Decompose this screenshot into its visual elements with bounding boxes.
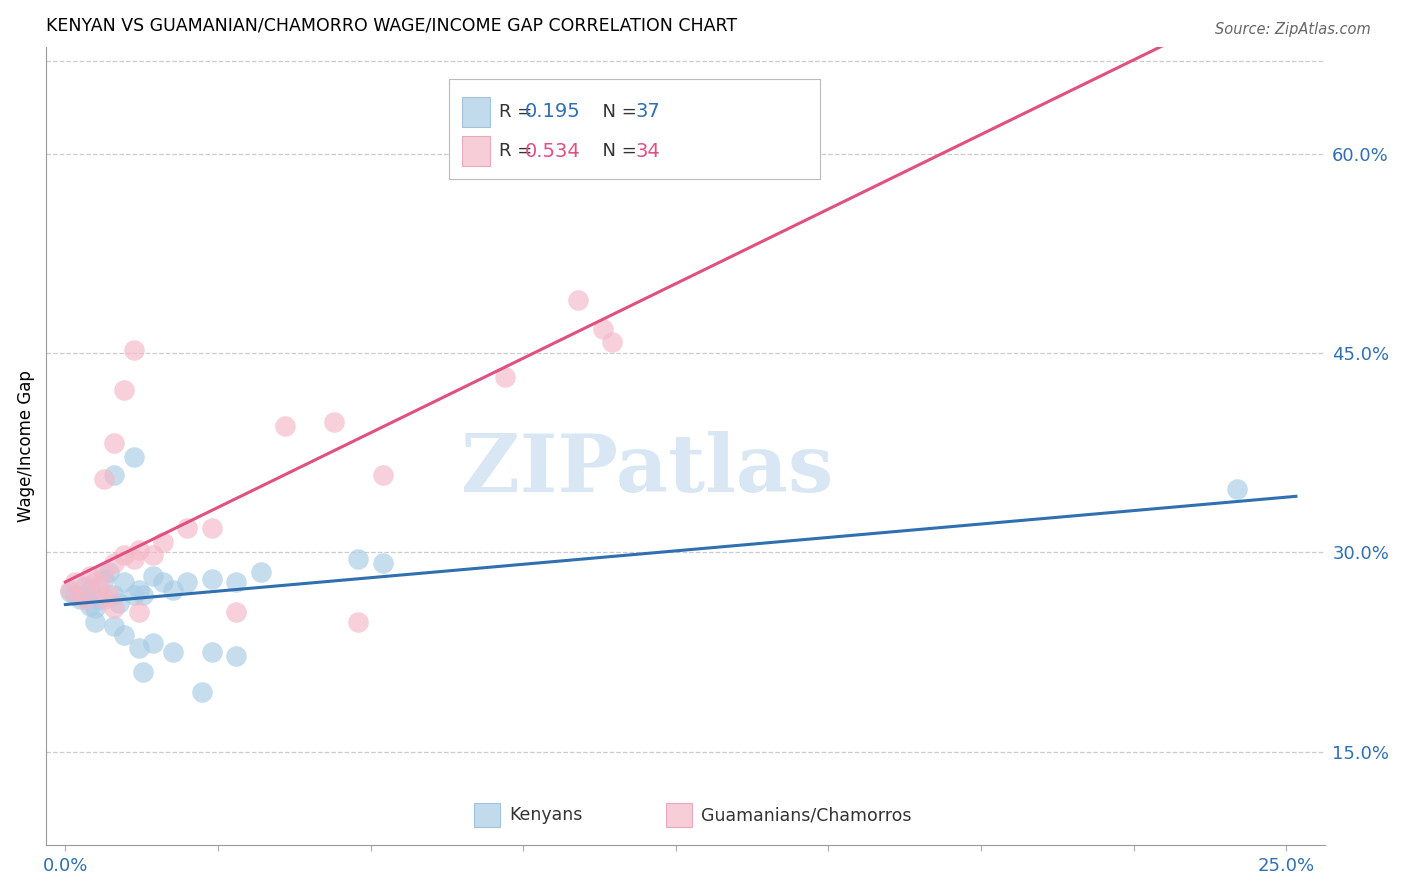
Y-axis label: Wage/Income Gap: Wage/Income Gap [17,370,35,522]
Point [201,521,224,535]
Text: R =: R = [499,103,537,121]
Point [59,585,82,599]
Point [128,605,150,619]
Text: N =: N = [591,103,643,121]
Point [108,596,131,610]
Text: KENYAN VS GUAMANIAN/CHAMORRO WAGE/INCOME GAP CORRELATION CHART: KENYAN VS GUAMANIAN/CHAMORRO WAGE/INCOME… [46,17,737,35]
Point [494,370,516,384]
Point [103,468,125,483]
Point [201,645,224,659]
FancyBboxPatch shape [474,804,501,827]
Point [142,548,165,562]
Point [249,566,271,580]
Point [225,605,247,619]
Point [128,641,150,656]
Point [132,665,155,679]
Point [322,415,344,429]
Point [122,343,145,358]
Point [63,574,86,589]
Point [103,556,125,570]
Text: Source: ZipAtlas.com: Source: ZipAtlas.com [1215,22,1371,37]
Point [600,335,623,350]
Text: N =: N = [591,142,643,160]
Point [122,450,145,464]
Point [83,601,105,615]
Text: 0.195: 0.195 [524,103,581,121]
Point [128,542,150,557]
Point [83,574,105,589]
Point [176,574,198,589]
Point [225,649,247,664]
Point [786,127,808,141]
Point [347,615,370,629]
Point [132,588,155,602]
Point [347,552,370,566]
FancyBboxPatch shape [666,804,692,827]
Point [103,618,125,632]
Point [567,293,589,307]
Point [98,588,121,602]
Text: 37: 37 [636,103,661,121]
Text: R =: R = [499,142,537,160]
Point [103,436,125,450]
Point [69,588,91,602]
Point [128,582,150,597]
Point [371,468,394,483]
Point [112,384,135,398]
FancyBboxPatch shape [461,96,489,127]
Text: ZIPatlas: ZIPatlas [461,431,834,509]
Point [93,591,115,606]
Point [103,601,125,615]
Point [73,591,96,606]
Point [112,548,135,562]
Text: Kenyans: Kenyans [509,806,582,824]
Point [122,552,145,566]
Point [79,599,101,613]
Point [83,615,105,629]
Point [89,579,111,593]
Text: 34: 34 [636,142,661,161]
Point [162,645,184,659]
Point [142,636,165,650]
Point [152,574,174,589]
Point [69,591,91,606]
Point [89,591,111,606]
FancyBboxPatch shape [449,79,820,179]
Point [152,534,174,549]
Point [592,322,614,336]
Point [371,556,394,570]
Point [201,572,224,586]
Point [225,574,247,589]
Point [112,628,135,642]
Point [79,582,101,597]
Point [63,588,86,602]
Point [191,685,214,699]
Point [98,566,121,580]
FancyBboxPatch shape [461,136,489,166]
Point [1226,482,1249,496]
Point [93,566,115,580]
Point [122,588,145,602]
Point [176,521,198,535]
Point [112,574,135,589]
Point [93,472,115,486]
Point [73,579,96,593]
Text: Guamanians/Chamorros: Guamanians/Chamorros [700,806,911,824]
Point [103,588,125,602]
Point [162,582,184,597]
Point [274,419,297,434]
Text: 0.534: 0.534 [524,142,581,161]
Point [59,582,82,597]
Point [79,569,101,583]
Point [142,569,165,583]
Point [93,572,115,586]
